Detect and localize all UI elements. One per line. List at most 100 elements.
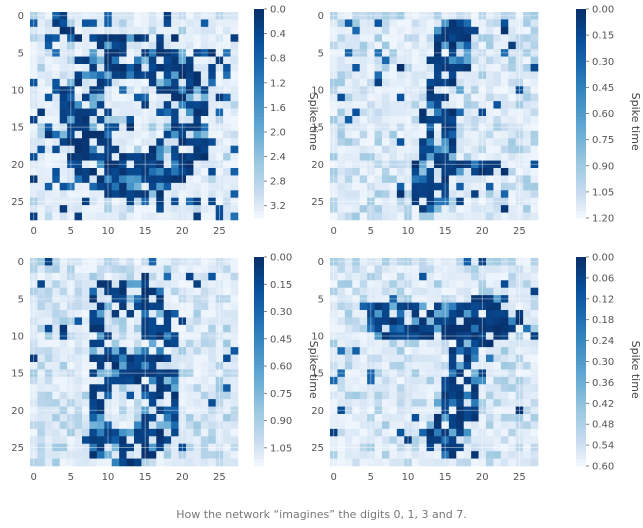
heatmap-cell [186, 436, 194, 445]
heatmap-cell [374, 317, 383, 326]
heatmap-cell [486, 414, 494, 422]
heatmap-cell [230, 41, 239, 50]
heatmap-cell [337, 26, 346, 35]
colorbar-segment [254, 298, 264, 303]
heatmap-cell [426, 108, 435, 117]
heatmap-cell [74, 64, 83, 72]
heatmap-cell [126, 56, 135, 65]
heatmap-cell [359, 56, 368, 65]
heatmap-cell [163, 116, 172, 124]
heatmap-cell [352, 145, 361, 154]
heatmap-cell [52, 287, 61, 296]
heatmap-cell [230, 458, 239, 467]
colorbar-tick-label: 1.2 [270, 78, 286, 89]
heatmap-cell [223, 34, 231, 43]
heatmap-cell [163, 138, 172, 147]
colorbar-segment [254, 148, 264, 153]
heatmap-cell [89, 130, 98, 139]
heatmap-cell [426, 310, 435, 318]
heatmap-cell [382, 101, 390, 109]
heatmap-cell [359, 362, 368, 370]
heatmap-cell [463, 116, 472, 124]
heatmap-cell [163, 212, 172, 221]
heatmap-cell [186, 317, 194, 326]
heatmap-cell [419, 153, 427, 161]
y-tick-label: 10 [311, 332, 324, 343]
heatmap-cell [163, 421, 172, 430]
heatmap-cell [193, 182, 202, 191]
heatmap-cell [171, 78, 179, 87]
heatmap-cell [126, 384, 135, 393]
heatmap-cell [126, 458, 135, 467]
heatmap-cell [448, 272, 457, 281]
heatmap-cell [493, 287, 502, 296]
heatmap-cell [37, 182, 46, 191]
heatmap-cell [89, 26, 98, 35]
heatmap-cell [493, 362, 502, 370]
heatmap-cell [52, 175, 61, 184]
heatmap-cell [171, 56, 179, 65]
heatmap-cell [337, 428, 346, 437]
colorbar-segment [576, 36, 586, 41]
heatmap-cell [223, 64, 231, 72]
heatmap-cell [463, 71, 472, 80]
heatmap-cell [111, 272, 120, 281]
heatmap-cell [134, 265, 142, 274]
heatmap-cell [448, 175, 457, 184]
heatmap-cell [471, 26, 479, 35]
heatmap-cell [193, 212, 202, 221]
heatmap-cell [163, 272, 172, 281]
x-tick-label: 15 [139, 226, 152, 237]
heatmap-cell [200, 71, 209, 80]
heatmap-cell [389, 64, 398, 72]
heatmap-cell [344, 317, 353, 326]
heatmap-cell [208, 19, 217, 28]
heatmap-cell [134, 212, 142, 221]
heatmap-cell [500, 414, 509, 422]
colorbar-segment [576, 323, 586, 328]
heatmap-cell [448, 64, 457, 72]
heatmap-cell [508, 101, 517, 109]
colorbar-label: Spike time [307, 93, 320, 151]
heatmap-cell [208, 34, 217, 43]
heatmap-cell [352, 347, 361, 355]
heatmap-cell [523, 362, 531, 370]
colorbar-segment [254, 120, 264, 125]
heatmap-cell [89, 421, 98, 430]
y-tick-label: 15 [11, 123, 24, 134]
heatmap-cell [382, 436, 390, 445]
heatmap-cell [493, 130, 502, 139]
heatmap-cell [134, 310, 142, 318]
heatmap-cell [82, 116, 90, 124]
heatmap-cell [500, 138, 509, 147]
heatmap-cell [74, 153, 83, 161]
colorbar-segment [576, 29, 586, 34]
heatmap-cell [74, 458, 83, 467]
heatmap-cell [523, 168, 531, 176]
heatmap-cell [463, 108, 472, 117]
heatmap-cell [426, 302, 435, 311]
heatmap-cell [463, 101, 472, 109]
colorbar-segment [254, 36, 264, 41]
heatmap-cell [230, 168, 239, 176]
colorbar-segment [576, 113, 586, 118]
heatmap-cell [200, 205, 209, 213]
heatmap-cell [448, 93, 457, 102]
heatmap-cell [52, 56, 61, 65]
colorbar-tick-label: 1.20 [592, 214, 614, 225]
heatmap-cell [37, 302, 46, 311]
colorbar-segment [254, 455, 264, 460]
heatmap-cell [508, 153, 517, 161]
heatmap-cell [52, 19, 61, 28]
colorbar-segment [576, 134, 586, 139]
heatmap-cell [208, 168, 217, 176]
heatmap-cell [352, 391, 361, 400]
heatmap-cell [193, 272, 202, 281]
heatmap-cell [523, 175, 531, 184]
heatmap-cell [419, 101, 427, 109]
heatmap-cell [208, 339, 217, 348]
heatmap-cell [134, 138, 142, 147]
colorbar-tick-label: 0.48 [592, 420, 614, 431]
heatmap-cell [500, 339, 509, 348]
heatmap-cell [352, 190, 361, 199]
